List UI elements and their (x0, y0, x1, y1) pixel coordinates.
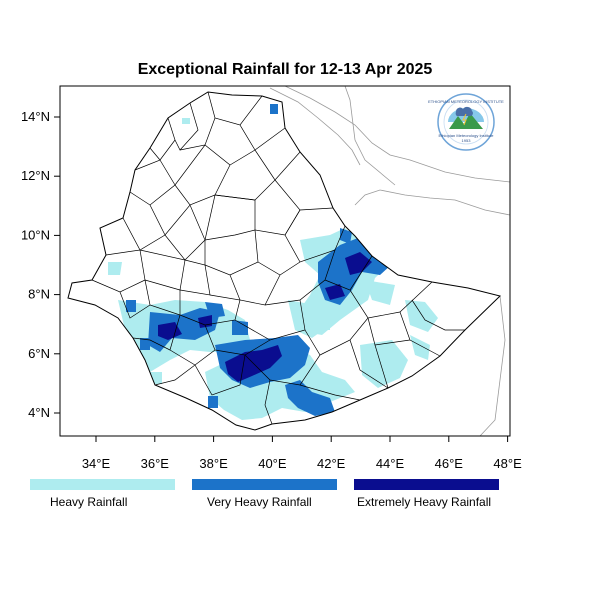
rainfall-area (158, 322, 182, 340)
zone-boundary (284, 207, 334, 236)
neighbor-borders (269, 86, 510, 436)
zone-boundary (324, 279, 401, 319)
rainfall-area (232, 320, 248, 335)
lon-tick-label: 38°E (199, 456, 228, 471)
zone-boundary (174, 144, 231, 206)
legend: Heavy Rainfall Very Heavy Rainfall Extre… (30, 479, 499, 509)
zone-boundary (239, 124, 286, 151)
zone-boundary (284, 225, 346, 263)
legend-label-very-heavy: Very Heavy Rainfall (207, 495, 312, 509)
rainfall-overlay (108, 104, 438, 420)
rainfall-area (140, 338, 150, 350)
logo-year: 1953 (462, 138, 472, 143)
rainfall-area (360, 340, 408, 388)
lon-tick-label: 46°E (435, 456, 464, 471)
neighbor-border-red-sea-coast (284, 86, 510, 183)
zone-boundary (214, 149, 276, 201)
legend-swatch-very-heavy (192, 479, 337, 490)
zone-boundary (207, 92, 263, 126)
neighbor-border-djibouti (354, 189, 510, 216)
zone-boundary (122, 204, 166, 251)
lat-tick-label: 14°N (21, 109, 50, 124)
rainfall-area (205, 302, 225, 318)
lat-tick-label: 10°N (21, 227, 50, 242)
rainfall-area (182, 118, 190, 124)
lat-tick-label: 8°N (28, 287, 50, 302)
zone-boundary (139, 249, 186, 291)
zone-boundary (257, 261, 301, 276)
zone-boundary (164, 204, 206, 261)
rainfall-area (126, 300, 136, 312)
lon-tick-label: 48°E (493, 456, 522, 471)
ethiopia-border (67, 91, 501, 431)
axes: 34°E 36°E 38°E 40°E 42°E 44°E 46°E 48°E 4°N 6°N 8°… (21, 109, 522, 471)
legend-swatch-extreme (354, 479, 499, 490)
zone-boundary (174, 102, 199, 151)
rainfall-area (325, 284, 345, 300)
logo-top-text: ETHIOPIAN METEOROLOGY INSTITUTE (428, 99, 504, 104)
lon-tick-label: 40°E (258, 456, 287, 471)
admin-boundaries (91, 92, 465, 425)
zone-boundary (132, 337, 171, 351)
map-title: Exceptional Rainfall for 12-13 Apr 2025 (138, 61, 433, 78)
rainfall-area (208, 396, 218, 408)
neighbor-border-eritrea-coast (269, 87, 361, 166)
legend-label-heavy: Heavy Rainfall (50, 495, 127, 509)
zone-boundary (234, 299, 306, 341)
rainfall-area (285, 380, 335, 416)
zone-boundary (264, 379, 273, 425)
rainfall-area (318, 318, 330, 330)
zone-boundary (399, 281, 433, 313)
zone-boundary (204, 194, 256, 241)
logo-lightning-icon (462, 113, 467, 126)
lat-tick-label: 4°N (28, 405, 50, 420)
zone-boundary (411, 299, 465, 331)
zone-boundary (299, 384, 361, 401)
zone-boundary (349, 339, 389, 389)
zone-boundary (119, 291, 151, 319)
neighbor-border-somalia-coast (479, 295, 506, 436)
lat-tick-label: 12°N (21, 168, 50, 183)
logo-bottom-text: Ethiopian Meteorology Institute (439, 133, 495, 138)
zone-boundary (374, 344, 389, 389)
rainfall-area (108, 262, 122, 275)
map-frame (59, 85, 511, 437)
neighbor-border-north (344, 86, 396, 186)
zone-boundary (179, 290, 241, 326)
zone-boundary (204, 229, 259, 276)
zone-boundary (254, 179, 301, 236)
lat-tick-label: 6°N (28, 346, 50, 361)
zone-boundary (229, 274, 281, 306)
zone-boundary (179, 259, 211, 296)
zone-boundary (264, 249, 336, 306)
rainfall-area (345, 252, 372, 275)
zone-boundary (154, 364, 196, 386)
lon-tick-label: 42°E (317, 456, 346, 471)
rainfall-area (410, 335, 430, 360)
lon-tick-label: 34°E (82, 456, 111, 471)
legend-label-extreme: Extremely Heavy Rainfall (357, 495, 491, 509)
logo-cloud-icon (455, 106, 473, 116)
rainfall-area (405, 300, 438, 332)
lon-tick-label: 44°E (376, 456, 405, 471)
zone-boundary (149, 117, 176, 161)
lon-tick-label: 36°E (141, 456, 170, 471)
rainfall-area (340, 228, 352, 244)
legend-swatch-heavy (30, 479, 175, 490)
rainfall-area (365, 280, 395, 305)
institute-logo: ETHIOPIAN METEOROLOGY INSTITUTE Ethiopia… (428, 93, 504, 151)
zone-boundary (194, 354, 246, 396)
rainfall-area (270, 104, 278, 114)
zone-boundary (349, 255, 373, 291)
zone-boundary (274, 151, 301, 181)
